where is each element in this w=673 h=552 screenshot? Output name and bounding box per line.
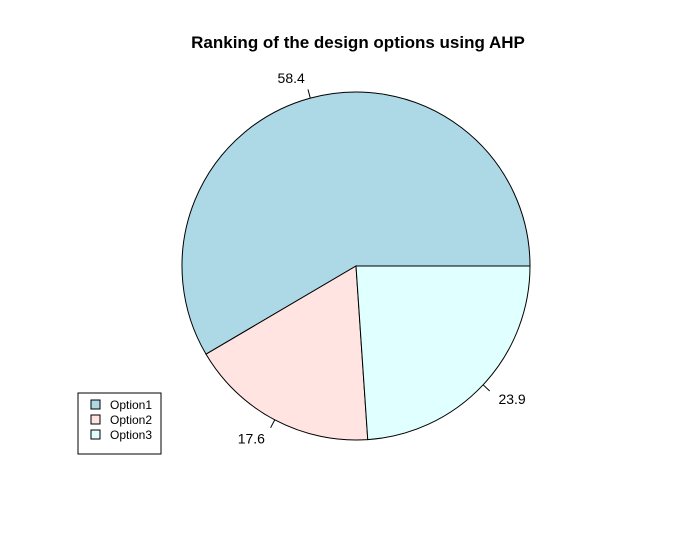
legend-label-option2: Option2 bbox=[110, 413, 152, 427]
pie-slices bbox=[181, 91, 531, 441]
chart-title: Ranking of the design options using AHP bbox=[191, 33, 525, 52]
label-tick-option2 bbox=[270, 419, 276, 429]
label-tick-option3 bbox=[482, 384, 491, 392]
legend-swatch-option3 bbox=[90, 429, 101, 440]
pie-labels: 58.4 17.6 23.9 bbox=[238, 70, 526, 447]
pie-label-option3: 23.9 bbox=[498, 391, 525, 407]
pie-slice-option1 bbox=[181, 91, 531, 355]
label-tick-option1 bbox=[307, 89, 311, 99]
legend-label-option3: Option3 bbox=[110, 428, 152, 442]
pie-label-option2: 17.6 bbox=[238, 430, 265, 446]
legend-swatch-option2 bbox=[90, 414, 101, 425]
pie-label-option1: 58.4 bbox=[278, 70, 305, 86]
legend-swatch-option1 bbox=[90, 399, 101, 410]
pie-slice-option2 bbox=[205, 265, 369, 441]
pie-slice-option3 bbox=[355, 265, 531, 441]
legend-label-option1: Option1 bbox=[110, 398, 152, 412]
